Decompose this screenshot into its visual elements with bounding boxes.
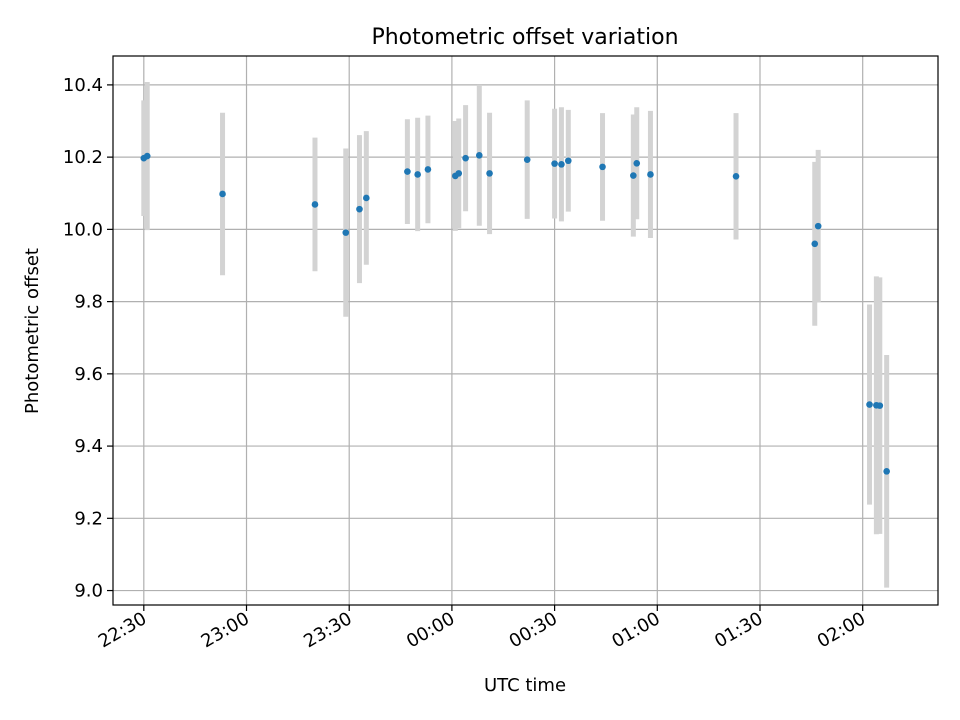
data-point: [311, 201, 319, 208]
x-axis: 22:30 23:00 23:30 00:00 00:30 01:00 01:30 02:00: [95, 605, 869, 652]
chart-title: Photometric offset variation: [371, 25, 678, 50]
data-point: [564, 157, 572, 165]
data-point: [475, 152, 483, 159]
y-tick-label: 9.8: [74, 292, 103, 313]
data-point: [814, 222, 822, 230]
data-point: [883, 468, 890, 475]
x-tick-label: 00:30: [506, 608, 561, 652]
data-point: [143, 152, 151, 160]
y-tick-label: 9.0: [74, 581, 103, 602]
data-points: [140, 152, 890, 475]
x-tick-label: 02:00: [814, 608, 869, 652]
data-point: [647, 171, 654, 178]
y-tick-label: 10.4: [63, 75, 103, 96]
x-tick-label: 23:30: [300, 608, 355, 652]
data-point: [342, 229, 350, 236]
data-point: [363, 194, 370, 202]
x-axis-label: UTC time: [484, 675, 566, 696]
data-point: [866, 401, 873, 408]
x-tick-label: 23:00: [198, 608, 253, 652]
x-tick-label: 01:00: [608, 608, 663, 652]
data-point: [404, 168, 411, 175]
x-tick-label: 01:30: [711, 608, 766, 652]
data-point: [811, 240, 819, 248]
y-axis: 9.0 9.2 9.4 9.6 9.8 10.0 10.2 10.4: [63, 75, 113, 602]
data-point: [414, 171, 421, 178]
grid: [113, 56, 938, 605]
data-point: [462, 154, 469, 162]
data-point: [599, 163, 606, 171]
y-axis-label: Photometric offset: [22, 248, 43, 414]
data-point: [630, 172, 637, 179]
data-point: [876, 402, 884, 409]
data-point: [551, 160, 558, 167]
data-point: [486, 170, 493, 177]
error-bars: [141, 82, 890, 588]
data-point: [356, 205, 363, 213]
x-tick-label: 00:00: [403, 608, 458, 652]
y-tick-label: 9.2: [74, 508, 103, 529]
y-tick-label: 10.0: [63, 219, 103, 240]
data-point: [424, 166, 432, 173]
y-tick-label: 9.4: [74, 436, 103, 457]
x-tick-label: 22:30: [95, 608, 150, 652]
plot-area-frame: [112, 55, 939, 606]
data-point: [219, 190, 226, 198]
data-point: [523, 156, 531, 163]
y-tick-label: 10.2: [63, 147, 103, 168]
data-point: [633, 159, 641, 167]
data-point: [455, 170, 463, 177]
y-tick-label: 9.6: [74, 364, 103, 385]
data-point: [732, 172, 740, 180]
data-point: [558, 161, 565, 168]
